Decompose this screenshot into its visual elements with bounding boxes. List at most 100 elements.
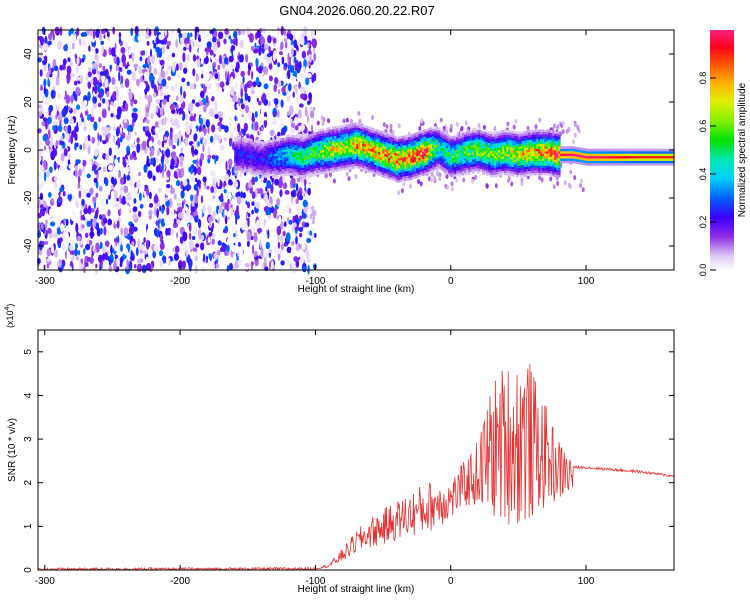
ridge-cell: [396, 170, 399, 173]
ridge-cell: [346, 157, 349, 161]
ridge-cell: [276, 138, 279, 142]
noise-cell: [70, 115, 73, 122]
ridge-cell: [286, 139, 289, 143]
ridge-cell: [238, 141, 241, 145]
noise-cell: [211, 124, 216, 133]
ridge-cell: [266, 150, 269, 153]
ridge-cell: [360, 135, 363, 139]
noise-cell: [297, 218, 301, 223]
ridge-cell: [446, 155, 449, 158]
noise-cell: [290, 248, 293, 259]
noise-cell: [153, 206, 158, 216]
noise-cell: [247, 212, 251, 218]
ridge-cell: [382, 165, 385, 168]
ridge-cell: [372, 147, 375, 150]
noise-cell: [240, 246, 244, 256]
ridge-cell: [438, 159, 441, 162]
ridge-cell: [374, 162, 377, 165]
noise-cell: [277, 241, 281, 249]
ridge-cell: [368, 150, 371, 154]
ridge-cell: [376, 151, 379, 154]
ridge-cell: [418, 172, 421, 175]
ridge-cell: [274, 165, 277, 169]
noise-cell: [184, 205, 188, 212]
ridge-cell: [350, 125, 353, 129]
noise-cell: [79, 209, 83, 216]
ridge-cell: [430, 168, 433, 171]
ridge-cell: [366, 164, 369, 167]
noise-cell: [68, 187, 72, 195]
ridge-cell: [254, 161, 257, 164]
ridge-cell: [426, 145, 429, 148]
ridge-cell: [266, 157, 269, 160]
noise-cell: [209, 220, 212, 229]
noise-cell: [183, 79, 188, 89]
ridge-cell: [348, 123, 351, 127]
noise-cell: [556, 124, 560, 130]
ridge-cell: [318, 167, 321, 170]
ridge-cell: [372, 152, 375, 155]
ridge-cell: [274, 172, 277, 176]
ridge-cell: [278, 164, 281, 168]
ridge-cell: [374, 145, 377, 149]
noise-cell: [273, 111, 277, 117]
noise-cell: [169, 96, 172, 102]
ridge-cell: [364, 139, 367, 143]
ridge-cell: [406, 151, 409, 155]
ridge-cell: [322, 149, 325, 153]
noise-cell: [151, 32, 153, 37]
ridge-cell: [328, 158, 331, 161]
ridge-cell: [302, 134, 305, 137]
noise-cell: [274, 178, 279, 186]
noise-cell: [240, 97, 244, 104]
ridge-cell: [452, 162, 455, 166]
ridge-cell: [414, 164, 417, 167]
ridge-cell: [348, 138, 351, 141]
noise-cell: [230, 86, 235, 96]
ridge-cell: [458, 162, 461, 166]
noise-cell: [137, 35, 142, 42]
ridge-cell: [274, 153, 277, 157]
noise-cell: [159, 233, 162, 243]
ridge-cell: [336, 152, 339, 155]
ridge-cell: [248, 155, 251, 158]
ridge-cell: [388, 174, 391, 178]
noise-cell: [219, 111, 224, 118]
ridge-cell: [262, 153, 265, 156]
ridge-cell: [380, 147, 383, 151]
ridge-cell: [346, 133, 349, 137]
noise-cell: [124, 102, 129, 112]
ridge-cell: [348, 166, 351, 170]
noise-cell: [224, 70, 228, 81]
ridge-cell: [278, 143, 281, 146]
ridge-cell: [430, 139, 433, 142]
noise-cell: [139, 203, 144, 209]
noise-cell: [195, 73, 199, 82]
noise-cell: [247, 110, 253, 120]
noise-cell: [206, 51, 209, 56]
noise-cell: [354, 174, 358, 180]
noise-cell: [153, 42, 157, 49]
noise-cell: [281, 127, 286, 136]
noise-cell: [220, 247, 223, 253]
noise-cell: [42, 200, 47, 208]
ridge-cell: [370, 158, 373, 162]
ridge-cell: [260, 165, 263, 168]
noise-cell: [579, 183, 583, 189]
noise-cell: [41, 121, 45, 126]
noise-cell: [217, 121, 222, 127]
noise-cell: [159, 91, 164, 97]
ridge-cell: [254, 173, 257, 176]
noise-cell: [43, 171, 47, 182]
ridge-cell: [332, 145, 335, 149]
ridge-cell: [318, 169, 321, 173]
ridge-cell: [340, 151, 343, 155]
ridge-cell: [388, 143, 391, 146]
ridge-cell: [424, 167, 427, 171]
noise-cell: [157, 48, 163, 59]
ridge-cell: [356, 144, 359, 147]
ridge-cell: [452, 136, 455, 139]
ridge-cell: [462, 142, 465, 145]
ridge-cell: [368, 136, 371, 139]
ridge-cell: [422, 139, 425, 143]
